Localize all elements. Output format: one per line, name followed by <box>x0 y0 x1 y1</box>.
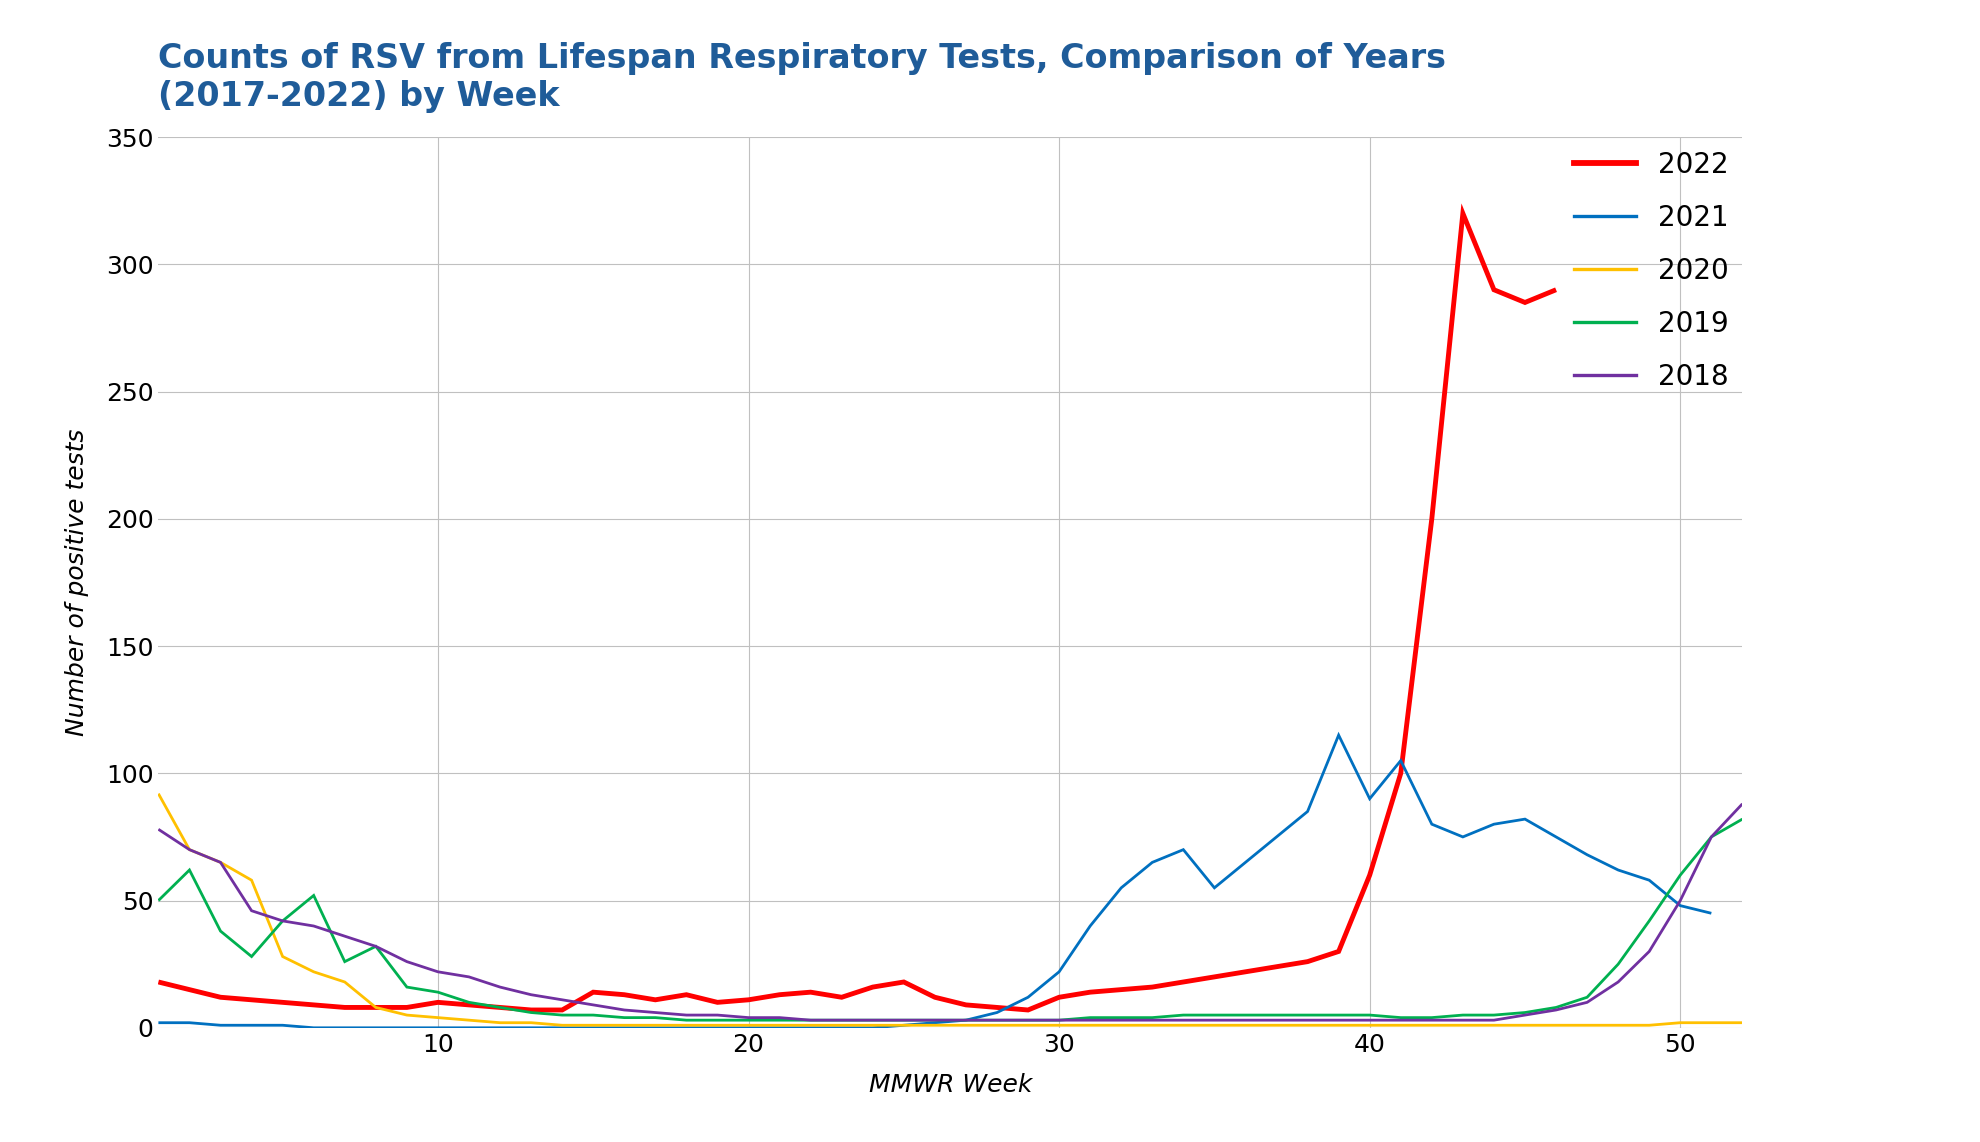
2020 <box>550 1019 574 1032</box>
2021 <box>1202 880 1226 894</box>
2022 <box>1295 955 1319 968</box>
2022 <box>1079 986 1103 999</box>
2021 <box>1699 907 1723 920</box>
2022 <box>1109 983 1133 997</box>
2022 <box>582 986 606 999</box>
2022 <box>178 983 202 997</box>
2020 <box>271 950 295 964</box>
2020 <box>1140 1019 1164 1032</box>
2022 <box>737 992 760 1006</box>
2022 <box>644 992 667 1006</box>
2022 <box>1140 980 1164 994</box>
2022 <box>1327 944 1350 958</box>
2021 <box>301 1021 325 1035</box>
2018 <box>271 914 295 927</box>
2019 <box>147 894 170 908</box>
2018 <box>923 1013 946 1027</box>
2021 <box>1295 805 1319 819</box>
2018 <box>1140 1013 1164 1027</box>
Line: 2022: 2022 <box>158 214 1556 1010</box>
2021 <box>675 1021 699 1035</box>
2022 <box>457 998 481 1012</box>
2022 <box>986 1000 1010 1014</box>
Line: 2018: 2018 <box>158 804 1742 1020</box>
2018 <box>1637 944 1661 958</box>
2021 <box>644 1021 667 1035</box>
2020 <box>147 787 170 801</box>
Line: 2020: 2020 <box>158 794 1742 1026</box>
2020 <box>1637 1019 1661 1032</box>
2022 <box>1544 283 1568 297</box>
2022 <box>798 986 822 999</box>
2018 <box>1731 797 1754 811</box>
2022 <box>364 1000 388 1014</box>
2019 <box>675 1013 699 1027</box>
2019 <box>271 914 295 927</box>
2022 <box>147 975 170 989</box>
2019 <box>737 1013 760 1027</box>
2022 <box>891 975 915 989</box>
2021 <box>519 1021 543 1035</box>
2022 <box>830 990 853 1004</box>
2022 <box>1234 965 1257 979</box>
Y-axis label: Number of positive tests: Number of positive tests <box>65 428 89 737</box>
2022 <box>1016 1003 1040 1016</box>
2022 <box>1513 296 1536 309</box>
2022 <box>1451 207 1475 220</box>
2022 <box>394 1000 418 1014</box>
2022 <box>768 988 792 1002</box>
2022 <box>301 998 325 1012</box>
2018 <box>147 822 170 836</box>
2022 <box>333 1000 356 1014</box>
2019 <box>1731 812 1754 826</box>
2022 <box>612 988 636 1002</box>
2022 <box>861 980 885 994</box>
Legend: 2022, 2021, 2020, 2019, 2018: 2022, 2021, 2020, 2019, 2018 <box>1574 151 1729 391</box>
2019 <box>1140 1011 1164 1024</box>
2018 <box>798 1013 822 1027</box>
2022 <box>489 1000 513 1014</box>
Line: 2021: 2021 <box>158 735 1711 1028</box>
2018 <box>705 1008 729 1022</box>
2019 <box>1637 914 1661 927</box>
2020 <box>923 1019 946 1032</box>
2022 <box>1483 283 1507 297</box>
2022 <box>954 998 978 1012</box>
2020 <box>1202 1019 1226 1032</box>
2022 <box>705 996 729 1010</box>
2022 <box>1420 512 1443 525</box>
2022 <box>675 988 699 1002</box>
2019 <box>923 1013 946 1027</box>
Text: Counts of RSV from Lifespan Respiratory Tests, Comparison of Years
(2017-2022) b: Counts of RSV from Lifespan Respiratory … <box>158 42 1447 113</box>
2022 <box>1388 766 1412 780</box>
Line: 2019: 2019 <box>158 819 1742 1020</box>
X-axis label: MMWR Week: MMWR Week <box>869 1073 1032 1097</box>
2022 <box>1202 970 1226 983</box>
2020 <box>1731 1016 1754 1030</box>
2022 <box>1358 868 1382 882</box>
2022 <box>208 990 232 1004</box>
2021 <box>1327 729 1350 742</box>
2022 <box>923 990 946 1004</box>
2022 <box>550 1003 574 1016</box>
2022 <box>519 1003 543 1016</box>
2018 <box>1202 1013 1226 1027</box>
2022 <box>240 992 263 1006</box>
2020 <box>737 1019 760 1032</box>
2022 <box>1172 975 1196 989</box>
2022 <box>426 996 449 1010</box>
2022 <box>1265 960 1289 974</box>
2021 <box>1669 899 1693 912</box>
2019 <box>1202 1008 1226 1022</box>
2022 <box>271 996 295 1010</box>
2021 <box>147 1016 170 1030</box>
2022 <box>1047 990 1071 1004</box>
